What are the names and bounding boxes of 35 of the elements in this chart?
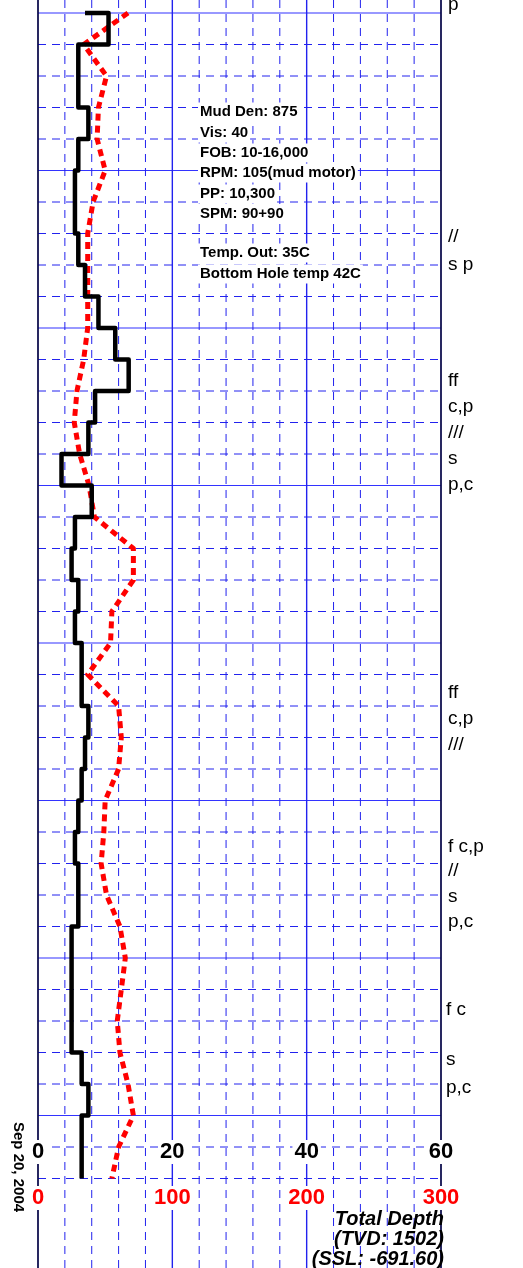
text: s p [448, 253, 474, 275]
text: Sep 20, 2004 [10, 1122, 28, 1213]
text: // [448, 859, 460, 881]
text: f c,p [448, 835, 484, 857]
x2-tick-label: 200 [288, 1184, 326, 1210]
text: p,c [448, 473, 474, 495]
x2-tick-label: 100 [153, 1184, 191, 1210]
annotation: Mud Den: 875 [200, 102, 298, 120]
text: p [448, 0, 459, 15]
text: p,c [448, 910, 474, 932]
annotation: PP: 10,300 [200, 184, 276, 202]
annotation: FOB: 10-16,000 [200, 143, 309, 161]
text: ff [448, 369, 459, 391]
x-tick-label: 0 [31, 1138, 45, 1164]
text: s [446, 1048, 456, 1070]
annotation: Vis: 40 [200, 123, 249, 141]
text: // [448, 225, 460, 247]
text: /// [448, 733, 465, 755]
text: p,c [446, 1076, 472, 1098]
text: f c [446, 998, 467, 1020]
x-tick-label: 60 [428, 1138, 454, 1164]
text: /// [448, 421, 465, 443]
text: s [448, 885, 458, 907]
x-tick-label: 40 [294, 1138, 319, 1164]
text: c,p [448, 395, 474, 417]
annotation: Bottom Hole temp 42C [200, 264, 362, 282]
annotation: Temp. Out: 35C [200, 243, 310, 261]
text: c,p [448, 707, 474, 729]
x2-tick-label: 0 [31, 1184, 45, 1210]
annotation: SPM: 90+90 [200, 204, 284, 222]
x2-tick-label: 300 [422, 1184, 460, 1210]
annotation: RPM: 105(mud motor) [200, 163, 356, 181]
x-tick-label: 20 [160, 1138, 185, 1164]
text: ff [448, 681, 459, 703]
text: s [448, 447, 458, 469]
